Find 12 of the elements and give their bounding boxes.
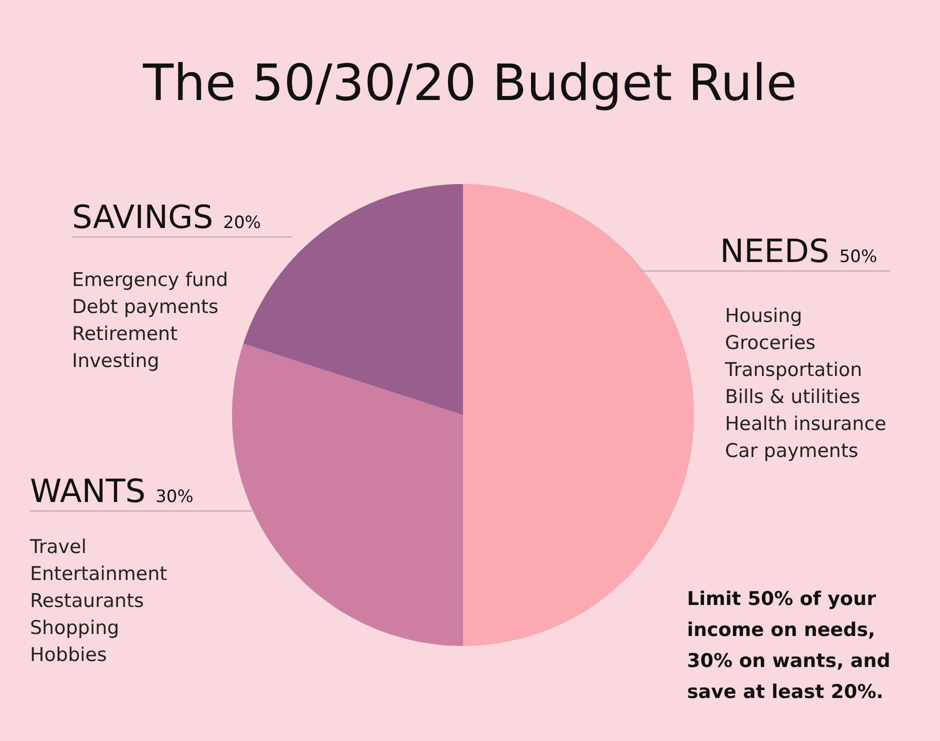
pie-slice xyxy=(232,344,463,646)
slice-label: NEEDS xyxy=(720,232,830,270)
data-label: 20% xyxy=(223,213,261,233)
chart-title: The 50/30/20 Budget Rule xyxy=(142,54,797,112)
slice-label: SAVINGS xyxy=(72,198,214,236)
data-label: 50% xyxy=(839,247,878,267)
data-label: 30% xyxy=(156,487,194,507)
text: Housing Groceries Transportation Bills & utilities Health insurance Car payments xyxy=(724,305,886,462)
text: Limit 50% of your income on needs, 30% on wants, and save at least 20%. xyxy=(687,588,890,703)
slice-label: WANTS xyxy=(30,472,146,510)
text: Travel Entertainment Restaurants Shopping Hobbies xyxy=(29,536,168,666)
text: Emergency fund Debt payments Retirement Investing xyxy=(72,269,228,372)
